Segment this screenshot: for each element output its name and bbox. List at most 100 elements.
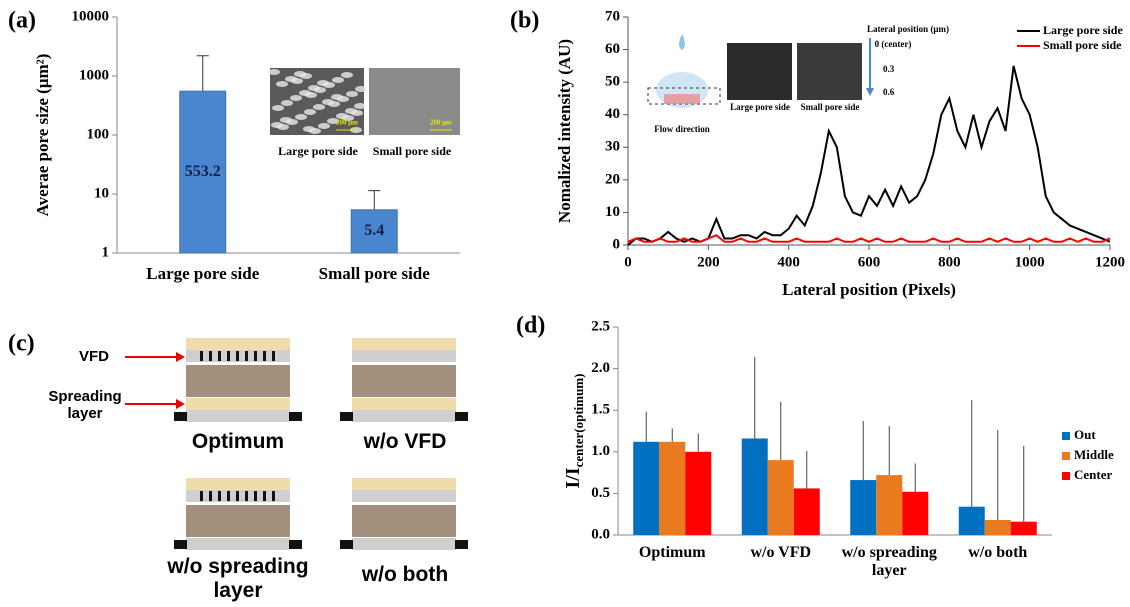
y-tick-label: 100 <box>87 126 110 142</box>
vfd-stripe <box>245 351 248 361</box>
base-pad <box>289 540 302 549</box>
layer-base <box>186 538 290 550</box>
x-tick-label: 1000 <box>1015 254 1045 270</box>
inset-texture <box>281 100 293 106</box>
legend-label: Out <box>1074 427 1096 442</box>
base-pad <box>174 412 187 421</box>
legend-label: Small pore side <box>1043 38 1122 52</box>
bar <box>767 460 794 535</box>
annotation: Large pore side <box>730 102 790 112</box>
base-pad <box>289 412 302 421</box>
bar <box>741 438 768 535</box>
annotation: Lateral position (μm) <box>867 24 949 34</box>
y-tick-label: 30 <box>605 139 620 155</box>
legend-label: Middle <box>1074 447 1114 462</box>
membrane <box>647 87 721 105</box>
y-tick-label: 20 <box>605 171 620 187</box>
base-pad <box>174 540 187 549</box>
bar <box>958 506 985 535</box>
layer-pad <box>186 505 290 537</box>
base-pad <box>455 412 468 421</box>
inset-image <box>727 43 792 100</box>
y-tick-label: 2.0 <box>591 360 610 376</box>
y-axis-label: I/Icenter(optimum) <box>562 374 586 489</box>
value-label: 553.2 <box>185 163 221 180</box>
panel-label: (c) <box>8 331 35 357</box>
y-tick-label: 0 <box>613 236 621 252</box>
inset-texture <box>322 99 334 105</box>
bar <box>876 475 903 535</box>
x-tick-label: 200 <box>697 254 720 270</box>
inset-texture <box>299 90 311 96</box>
inset-texture <box>280 117 292 123</box>
base-pad <box>455 540 468 549</box>
x-tick-label: 400 <box>777 254 800 270</box>
vfd-stripe <box>218 491 221 501</box>
x-tick-label: 800 <box>938 254 961 270</box>
inset-texture <box>346 91 358 97</box>
bar <box>659 441 686 535</box>
annotation: Flow direction <box>654 124 710 134</box>
y-tick-label: 50 <box>605 74 620 90</box>
inset-image <box>369 68 460 135</box>
layer-base <box>352 410 456 422</box>
y-tick-label: 1 <box>102 244 110 260</box>
layer-top <box>352 478 456 490</box>
vfd-stripe <box>227 351 230 361</box>
inset-texture <box>303 126 315 132</box>
annotation: 0.3 <box>883 64 895 74</box>
y-tick-label: 70 <box>605 8 620 24</box>
panel-label: (b) <box>510 8 539 34</box>
vfd-stripe <box>209 351 212 361</box>
layer-top <box>186 338 290 350</box>
annotation: 200 μm <box>430 119 452 127</box>
x-tick-label: 0 <box>624 254 632 270</box>
line-series <box>627 234 1111 243</box>
bar <box>633 441 660 535</box>
vfd-stripe <box>254 351 257 361</box>
vfd-stripe <box>245 491 248 501</box>
bar <box>850 480 877 535</box>
vfd-stripe <box>200 491 203 501</box>
vfd-stripe <box>209 491 212 501</box>
annotation: 0.6 <box>883 87 895 97</box>
layer-base <box>186 410 290 422</box>
y-tick-label: 2.5 <box>591 318 610 334</box>
legend-label: Center <box>1074 467 1112 482</box>
vfd-stripe <box>272 351 275 361</box>
annotation: 200 μm <box>336 119 358 127</box>
bar <box>179 90 227 254</box>
annotation: Small pore side <box>801 102 860 112</box>
y-tick-label: 10 <box>605 204 620 220</box>
vfd-stripe <box>254 491 257 501</box>
inset-texture <box>317 80 329 86</box>
vfd-stripe <box>272 491 275 501</box>
layer-vfd <box>352 350 456 362</box>
x-tick-label: Optimum <box>638 544 706 561</box>
arrow-head <box>176 399 185 409</box>
inset-texture <box>285 76 297 82</box>
drop-icon <box>679 34 685 50</box>
vfd-stripe <box>263 351 266 361</box>
x-tick-label: 1200 <box>1095 254 1125 270</box>
y-tick-label: 0.5 <box>591 485 610 501</box>
inset-texture <box>308 85 320 91</box>
vfd-stripe <box>200 351 203 361</box>
y-tick-label: 0.0 <box>591 526 610 542</box>
layer-pad <box>352 505 456 537</box>
configuration-label: Optimum <box>191 430 285 453</box>
layer-spreading <box>186 398 290 410</box>
configuration-label: w/o both <box>361 563 449 586</box>
y-tick-label: 1000 <box>79 67 109 83</box>
y-axis-label-main: I/I <box>562 467 584 488</box>
panel-label: (a) <box>8 8 36 34</box>
arrow-head <box>866 88 874 96</box>
inset-texture <box>294 71 306 77</box>
layer-top <box>352 338 456 350</box>
diagram-label: Spreading layer <box>48 388 122 423</box>
inset-texture <box>290 95 302 101</box>
layer-top <box>186 478 290 490</box>
layer-pad <box>352 365 456 397</box>
y-tick-label: 40 <box>605 106 620 122</box>
